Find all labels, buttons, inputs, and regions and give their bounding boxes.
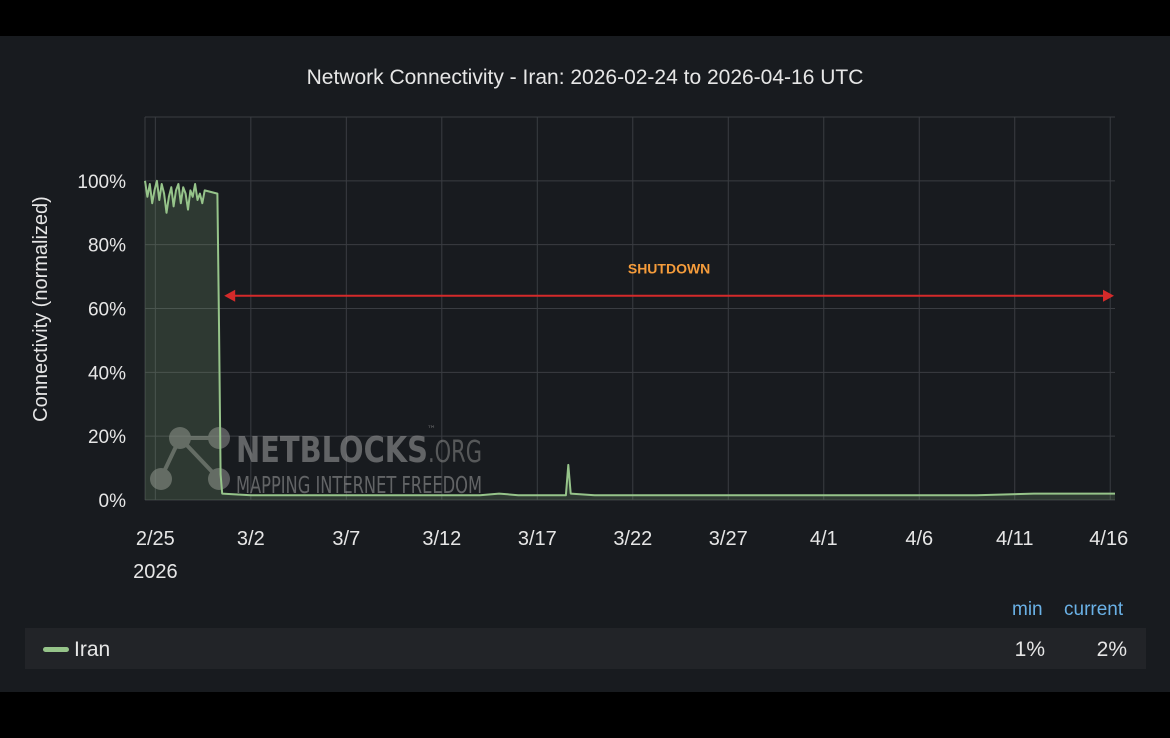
x-tick-label: 4/6 bbox=[905, 528, 933, 550]
x-tick-label: 3/22 bbox=[613, 528, 652, 550]
chart-title: Network Connectivity - Iran: 2026-02-24 … bbox=[306, 66, 864, 89]
x-tick-label: 3/7 bbox=[332, 528, 360, 550]
x-tick-label: 4/11 bbox=[996, 528, 1033, 550]
watermark-suffix: .ORG bbox=[428, 435, 482, 470]
shutdown-label: SHUTDOWN bbox=[628, 261, 710, 277]
chart-panel bbox=[0, 36, 1170, 692]
x-tick-label: 3/12 bbox=[422, 528, 461, 550]
legend-header-min[interactable]: min bbox=[1012, 599, 1043, 620]
netblocks-watermark: NETBLOCKS ™ .ORG MAPPING INTERNET FREEDO… bbox=[150, 425, 482, 499]
y-tick-label: 40% bbox=[88, 363, 126, 384]
series-line-iran bbox=[144, 179, 1115, 497]
y-axis-label: Connectivity (normalized) bbox=[30, 196, 52, 422]
netblocks-logo-icon bbox=[150, 427, 230, 490]
y-tick-label: 60% bbox=[88, 300, 126, 321]
y-tick-label: 0% bbox=[99, 491, 127, 512]
legend-swatch-icon bbox=[43, 647, 69, 652]
legend-current-value: 2% bbox=[1096, 638, 1127, 661]
x-tick-label: 3/27 bbox=[709, 528, 748, 550]
x-tick-label: 3/17 bbox=[518, 528, 557, 550]
x-tick-label: 4/1 bbox=[810, 528, 838, 550]
y-tick-label: 100% bbox=[77, 172, 126, 193]
watermark-tm: ™ bbox=[427, 425, 436, 435]
arrow-left-icon bbox=[224, 289, 236, 302]
legend-header-current[interactable]: current bbox=[1064, 599, 1124, 620]
x-tick-label: 2/25 bbox=[136, 528, 175, 550]
shutdown-annotation: SHUTDOWN bbox=[224, 261, 1114, 302]
x-tick-label: 4/16 bbox=[1089, 528, 1128, 550]
y-tick-label: 80% bbox=[88, 236, 126, 257]
legend-series-name[interactable]: Iran bbox=[74, 638, 111, 661]
grid bbox=[144, 116, 1115, 501]
legend-min-value: 1% bbox=[1014, 638, 1045, 661]
watermark-name: NETBLOCKS bbox=[236, 430, 428, 471]
arrow-right-icon bbox=[1103, 289, 1114, 302]
series bbox=[144, 179, 1115, 501]
axes: 0% 20% 40% 60% 80% 100% 2/25 3/2 3/7 3/12 3/17 3/22… bbox=[30, 172, 1128, 583]
y-tick-label: 20% bbox=[88, 427, 126, 448]
legend-row-iran[interactable]: Iran 1% 2% bbox=[25, 628, 1146, 669]
x-tick-label: 3/2 bbox=[237, 528, 265, 550]
x-year-label: 2026 bbox=[133, 561, 178, 583]
